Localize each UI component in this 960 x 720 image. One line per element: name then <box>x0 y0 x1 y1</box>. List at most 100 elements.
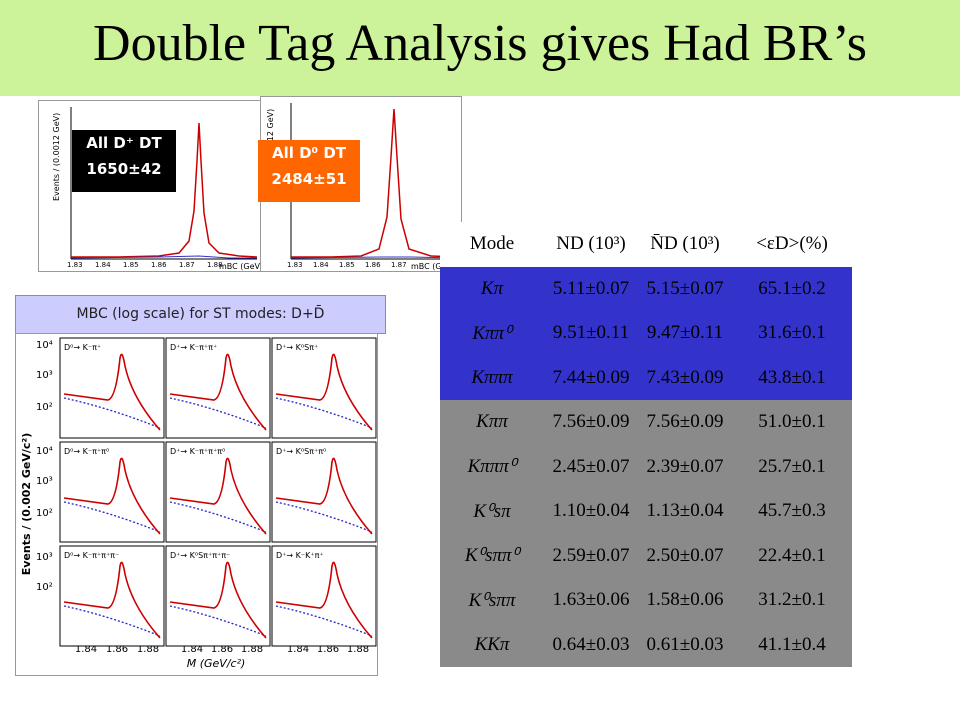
st-xtick: 1.84 <box>287 644 309 655</box>
st-panel-cell: D⁺→ K⁻π⁺π⁺ <box>165 337 271 439</box>
st-panel-label: D⁰→ K⁻π⁺π⁺π⁻ <box>64 551 119 560</box>
st-ytick: 10³ <box>36 552 53 563</box>
row-ndbar: 2.50±0.07 <box>638 533 732 578</box>
row-ndbar: 0.61±0.03 <box>638 622 732 667</box>
row-eff: 51.0±0.1 <box>732 400 852 445</box>
st-panel-label: D⁺→ K⁰Sπ⁺ <box>276 343 318 352</box>
st-ytick: 10⁴ <box>36 340 53 351</box>
d0-badge-label: All D⁰ DT <box>271 144 347 162</box>
st-xtick: 1.86 <box>211 644 233 655</box>
row-mode: Kππ <box>440 400 544 445</box>
row-eff: 43.8±0.1 <box>732 355 852 400</box>
row-ndbar: 7.43±0.09 <box>638 355 732 400</box>
st-svg: Events / (0.002 GeV/c²) M (GeV/c²) 10⁴ 1… <box>20 337 377 670</box>
st-xtick: 1.88 <box>347 644 369 655</box>
row-nd: 2.45±0.07 <box>544 444 638 489</box>
st-panel-cell: D⁺→ K⁰Sπ⁺π⁰ <box>271 441 377 543</box>
header-nd: ND (10³) <box>544 222 638 267</box>
st-background-fit <box>169 501 267 533</box>
st-ytick: 10³ <box>36 476 53 487</box>
st-caption: MBC (log scale) for ST modes: D+D̄ <box>15 295 386 334</box>
row-mode: Kππ⁰ <box>440 311 544 356</box>
st-signal-fit <box>275 561 373 639</box>
st-signal-fit <box>169 353 267 431</box>
row-eff: 31.6±0.1 <box>732 311 852 356</box>
header-ndbar: N̄D (10³) <box>638 222 732 267</box>
st-ytick: 10³ <box>36 370 53 381</box>
st-ytick: 10² <box>36 508 53 519</box>
st-signal-fit <box>169 561 267 639</box>
row-mode: K⁰sππ⁰ <box>440 533 544 578</box>
row-ndbar: 1.13±0.04 <box>638 489 732 534</box>
slide-title: Double Tag Analysis gives Had BR’s <box>93 15 867 72</box>
dplus-ylabel: Events / (0.0012 GeV) <box>52 113 61 201</box>
st-background-fit <box>63 501 161 533</box>
row-eff: 45.7±0.3 <box>732 489 852 534</box>
row-ndbar: 9.47±0.11 <box>638 311 732 356</box>
st-xtick: 1.86 <box>317 644 339 655</box>
st-panel-label: D⁺→ K⁻π⁺π⁺ <box>170 343 217 352</box>
st-signal-fit <box>275 353 373 431</box>
table-row: KKπ 0.64±0.03 0.61±0.03 41.1±0.4 <box>440 622 852 667</box>
dplus-dt-badge: All D⁺ DT 1650±42 <box>72 130 176 192</box>
st-panel-cell: D⁺→ K⁰Sπ⁺π⁺π⁻ <box>165 545 271 647</box>
st-modes-plot: Events / (0.002 GeV/c²) M (GeV/c²) 10⁴ 1… <box>15 333 378 676</box>
row-nd: 7.56±0.09 <box>544 400 638 445</box>
st-signal-fit <box>169 457 267 535</box>
dplus-badge-value: 1650±42 <box>86 160 162 178</box>
row-eff: 25.7±0.1 <box>732 444 852 489</box>
header-eff: <εD>(%) <box>732 222 852 267</box>
row-mode: K⁰sπ <box>440 489 544 534</box>
st-background-fit <box>63 397 161 429</box>
dplus-dt-svg: Events / (0.0012 GeV) mBC (GeV) 1.83 1.8… <box>52 107 261 271</box>
row-ndbar: 2.39±0.07 <box>638 444 732 489</box>
row-eff: 22.4±0.1 <box>732 533 852 578</box>
st-panel-cell: D⁺→ K⁰Sπ⁺ <box>271 337 377 439</box>
row-eff: 31.2±0.1 <box>732 578 852 623</box>
d0-tick: 1.86 <box>365 261 381 269</box>
st-panel-label: D⁰→ K⁻π⁺ <box>64 343 101 352</box>
st-background-fit <box>63 605 161 637</box>
st-panel-frame <box>59 545 165 647</box>
st-panel-frame <box>165 545 271 647</box>
dplus-tick: 1.83 <box>67 261 83 269</box>
table-row: Kπππ⁰ 2.45±0.07 2.39±0.07 25.7±0.1 <box>440 444 852 489</box>
table-row: Kπ 5.11±0.07 5.15±0.07 65.1±0.2 <box>440 266 852 311</box>
st-panel-cell: D⁰→ K⁻π⁺π⁺π⁻ <box>59 545 165 647</box>
st-panel-frame <box>271 337 377 439</box>
table-row: Kππ 7.56±0.09 7.56±0.09 51.0±0.1 <box>440 400 852 445</box>
st-xlabel: M (GeV/c²) <box>187 657 246 670</box>
st-xtick: 1.86 <box>106 644 128 655</box>
header-mode: Mode <box>440 222 544 267</box>
st-signal-fit <box>275 457 373 535</box>
st-signal-fit <box>63 353 161 431</box>
st-signal-fit <box>63 561 161 639</box>
dplus-tick: 1.88 <box>207 261 223 269</box>
table-row: K⁰sπ 1.10±0.04 1.13±0.04 45.7±0.3 <box>440 489 852 534</box>
st-panel-frame <box>59 337 165 439</box>
table-row: K⁰sππ 1.63±0.06 1.58±0.06 31.2±0.1 <box>440 578 852 623</box>
st-background-fit <box>275 501 373 533</box>
table-row: K⁰sππ⁰ 2.59±0.07 2.50±0.07 22.4±0.1 <box>440 533 852 578</box>
row-nd: 7.44±0.09 <box>544 355 638 400</box>
st-background-fit <box>169 397 267 429</box>
row-nd: 1.63±0.06 <box>544 578 638 623</box>
d0-tick: 1.83 <box>287 261 303 269</box>
st-panel-cell: D⁰→ K⁻π⁺π⁰ <box>59 441 165 543</box>
st-panel-frame <box>165 337 271 439</box>
st-panel-frame <box>165 441 271 543</box>
d0-dt-badge: All D⁰ DT 2484±51 <box>258 140 360 202</box>
st-ytick: 10⁴ <box>36 446 53 457</box>
st-xtick: 1.84 <box>75 644 97 655</box>
st-xtick: 1.84 <box>181 644 203 655</box>
d0-tick: 1.84 <box>313 261 329 269</box>
st-panel-label: D⁺→ K⁰Sπ⁺π⁺π⁻ <box>170 551 230 560</box>
st-background-fit <box>275 397 373 429</box>
st-panel-cell: D⁰→ K⁻π⁺ <box>59 337 165 439</box>
dplus-tick: 1.84 <box>95 261 111 269</box>
row-mode: Kπππ <box>440 355 544 400</box>
row-eff: 41.1±0.4 <box>732 622 852 667</box>
dplus-badge-label: All D⁺ DT <box>86 134 162 152</box>
st-panel-cell: D⁺→ K⁻π⁺π⁺π⁰ <box>165 441 271 543</box>
st-xtick: 1.88 <box>137 644 159 655</box>
